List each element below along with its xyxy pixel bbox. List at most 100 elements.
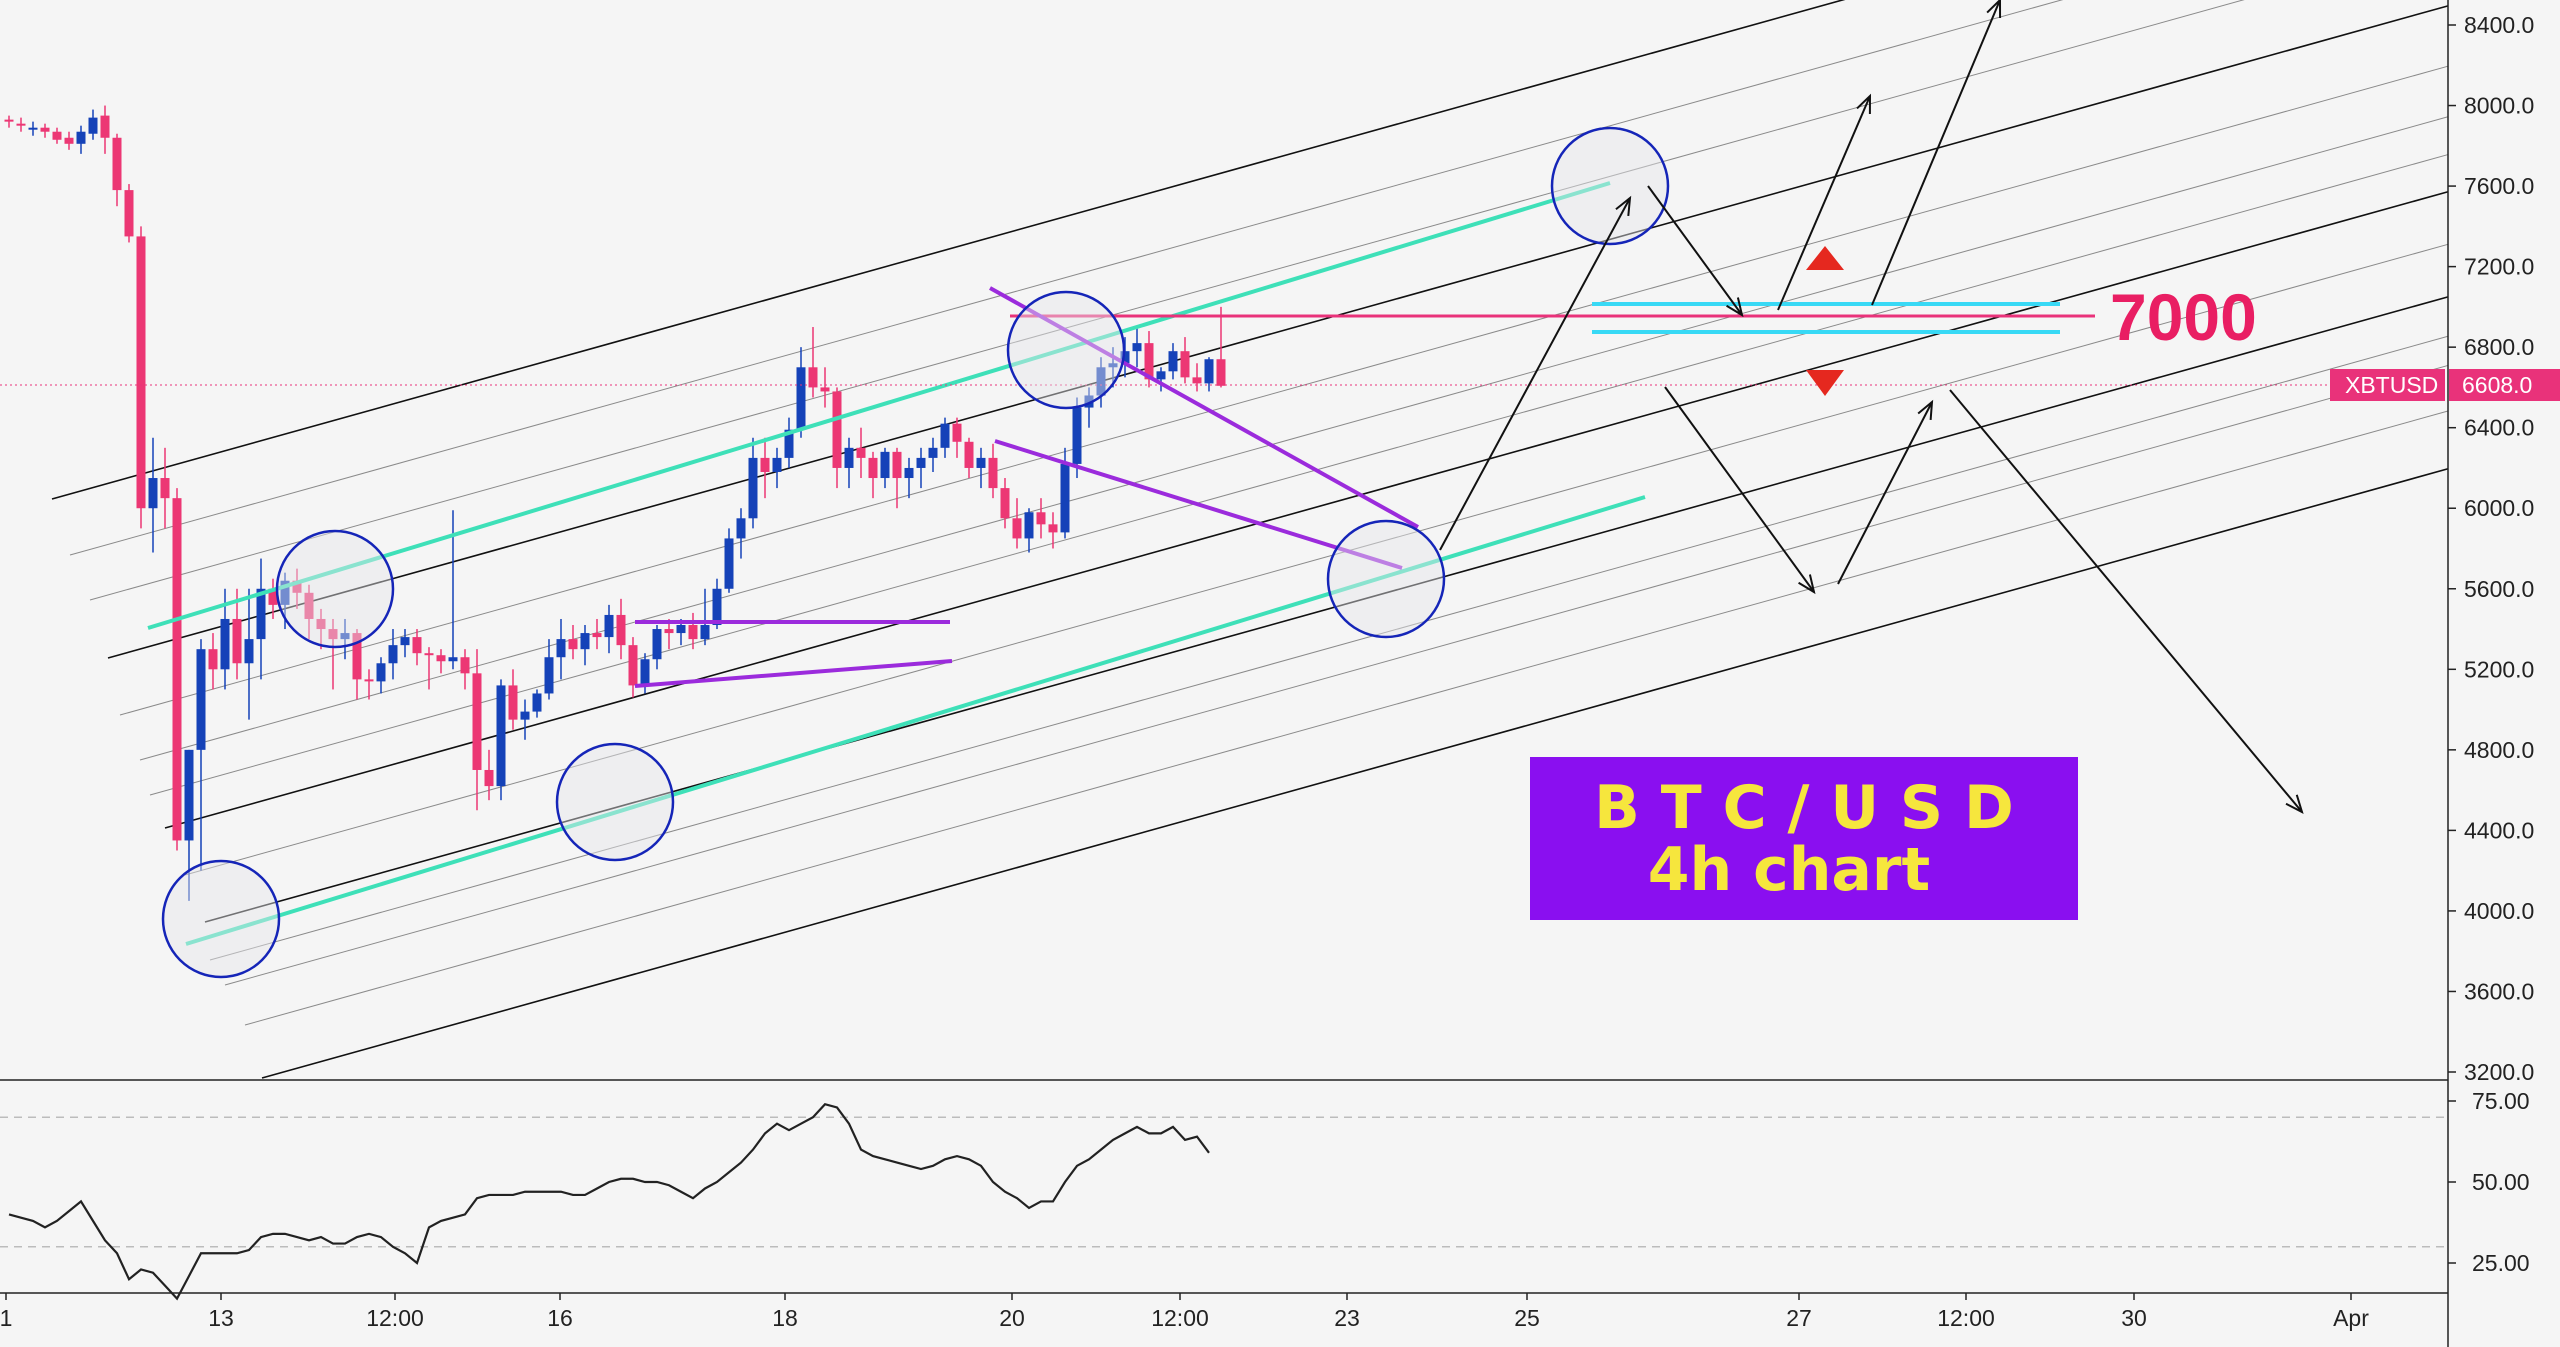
- price-tick-label: 8000.0: [2464, 93, 2534, 119]
- candle-body: [148, 478, 158, 509]
- candle-body: [676, 625, 686, 634]
- candle-body: [172, 498, 182, 841]
- candle-body: [748, 457, 758, 519]
- highlight-circle: [1326, 519, 1446, 639]
- title-line-2: 4h chart: [1648, 835, 1930, 905]
- candle-body: [1072, 407, 1082, 464]
- candle-body: [364, 679, 374, 682]
- time-tick-label: 25: [1514, 1305, 1540, 1331]
- candle-body: [988, 457, 998, 489]
- time-tick-label: 27: [1786, 1305, 1812, 1331]
- candle-body: [916, 457, 926, 468]
- title-box: B T C / U S D 4h chart: [1530, 757, 2078, 920]
- title-line-1: B T C / U S D: [1594, 773, 2014, 843]
- channel-median-line: [139, 116, 2449, 761]
- candle-body: [892, 451, 902, 479]
- candle-body: [244, 639, 254, 664]
- candle-body: [1024, 512, 1034, 539]
- arrow-head: [1615, 195, 1632, 217]
- time-tick-label: 23: [1334, 1305, 1360, 1331]
- time-tick-label: Apr: [2333, 1305, 2369, 1331]
- highlight-circle: [275, 529, 395, 649]
- scenario-arrow: [1439, 197, 1631, 551]
- rsi-tick-label: 75.00: [2472, 1088, 2530, 1114]
- channel-median-line: [224, 364, 2449, 986]
- chart-drawings: [0, 0, 2330, 979]
- last-price-tag[interactable]: XBTUSD 6608.0: [2330, 369, 2560, 401]
- price-tick-label: 4800.0: [2464, 737, 2534, 763]
- price-tick-label: 4000.0: [2464, 898, 2534, 924]
- highlight-circle: [1550, 126, 1670, 246]
- scenario-arrow: [1777, 95, 1871, 311]
- pitchfork-channels: [51, 0, 2449, 1079]
- channel-median-line: [69, 0, 2064, 556]
- candle-body: [940, 423, 950, 448]
- candle-body: [1156, 371, 1166, 380]
- candle-body: [784, 429, 794, 458]
- candle-body: [808, 367, 818, 388]
- candle-body: [292, 580, 302, 593]
- candle-body: [460, 657, 470, 674]
- time-tick-label: 13: [208, 1305, 234, 1331]
- candle-body: [88, 117, 98, 134]
- candle-body: [964, 441, 974, 468]
- candle-body: [1120, 351, 1130, 364]
- time-tick-label: 30: [2121, 1305, 2147, 1331]
- price-tag-background: [2449, 369, 2560, 401]
- rsi-tick-label: 25.00: [2472, 1250, 2530, 1276]
- candle-body: [304, 592, 314, 619]
- candle-body: [904, 467, 914, 479]
- candle-body: [712, 588, 722, 626]
- price-tick-label: 3200.0: [2464, 1059, 2534, 1085]
- candle-body: [1060, 463, 1070, 533]
- level-7000-label: 7000: [2110, 280, 2257, 354]
- purple-pattern-line: [989, 286, 1419, 529]
- candle-body: [832, 391, 842, 468]
- candle-body: [880, 451, 890, 479]
- purple-pattern-line: [994, 439, 1403, 570]
- candle-body: [184, 749, 194, 841]
- candle-body: [400, 637, 410, 646]
- scenario-arrow: [1949, 389, 2303, 813]
- candle-body: [1108, 363, 1118, 368]
- candle-body: [100, 115, 110, 138]
- rsi-pane: [0, 1079, 2448, 1301]
- time-tick-label: 12:00: [366, 1305, 424, 1331]
- candle-body: [328, 629, 338, 640]
- candle-body: [1216, 359, 1226, 386]
- candle-body: [280, 580, 290, 605]
- candle-body: [1048, 524, 1058, 533]
- channel-line: [51, 0, 1846, 500]
- candle-body: [928, 447, 938, 458]
- arrow-head: [2285, 794, 2304, 814]
- scenario-arrow: [1647, 185, 1743, 316]
- candle-body: [388, 645, 398, 664]
- time-tick-label: 12:00: [1151, 1305, 1209, 1331]
- candle-body: [76, 131, 86, 144]
- last-price-value: 6608.0: [2462, 372, 2532, 398]
- candle-body: [112, 137, 122, 191]
- candle-body: [796, 367, 806, 430]
- candle-body: [1144, 343, 1154, 380]
- channel-median-line: [149, 154, 2449, 796]
- candle-body: [436, 655, 446, 662]
- price-tick-label: 7600.0: [2464, 173, 2534, 199]
- candle-body: [1204, 359, 1214, 384]
- arrow-head: [1856, 93, 1872, 115]
- channel-line: [164, 190, 2449, 829]
- candlesticks: [4, 105, 1226, 901]
- candle-body: [844, 447, 854, 468]
- candle-body: [352, 633, 362, 680]
- candle-body: [592, 633, 602, 638]
- candle-body: [820, 387, 830, 392]
- channel-line: [107, 5, 2449, 659]
- time-tick-label: 12:00: [1937, 1305, 1995, 1331]
- channel-median-line: [244, 410, 2449, 1026]
- candle-body: [640, 659, 650, 686]
- candle-body: [688, 625, 698, 640]
- candle-body: [316, 618, 326, 630]
- price-tick-label: 6000.0: [2464, 495, 2534, 521]
